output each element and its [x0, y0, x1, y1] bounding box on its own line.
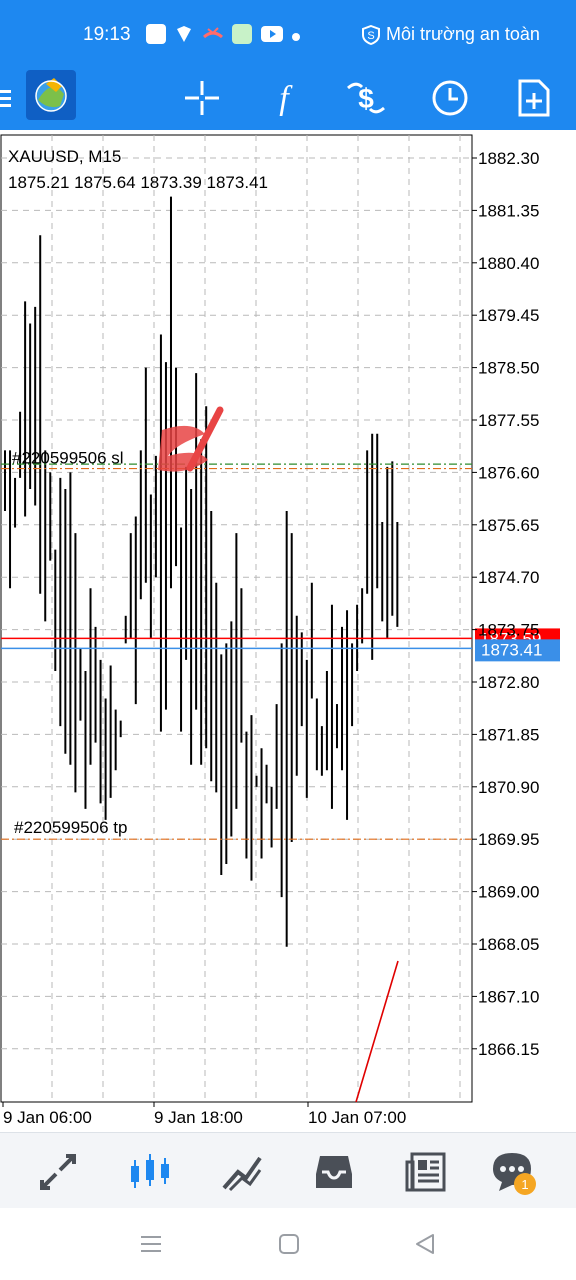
bottom-navigation: 1	[0, 1132, 576, 1209]
chart-icon	[131, 1154, 169, 1188]
y-tick-label: 1868.05	[478, 935, 539, 954]
x-tick-label: 9 Jan 06:00	[3, 1108, 92, 1127]
app-icon	[232, 24, 252, 44]
chat-tab[interactable]: 1	[487, 1147, 537, 1197]
crosshair-icon	[185, 81, 219, 115]
chart-canvas[interactable]: #220599506 sl#220599506 tp1873.591873.41…	[0, 130, 576, 1132]
symbol-label: XAUUSD, M15	[8, 147, 121, 166]
quotes-tab[interactable]	[33, 1147, 83, 1197]
y-tick-label: 1867.10	[478, 987, 539, 1006]
chart-toolbar: f $	[0, 64, 576, 130]
y-tick-label: 1880.40	[478, 254, 539, 273]
safe-environment: S Môi trường an toàn	[362, 24, 540, 45]
news-icon	[405, 1152, 446, 1192]
app-logo	[26, 70, 76, 120]
clock-icon	[432, 80, 468, 116]
dot-icon	[292, 33, 300, 41]
take-profit-label: #220599506 tp	[14, 818, 127, 837]
trade-dollar-icon: $	[347, 82, 385, 114]
y-tick-label: 1882.30	[478, 149, 539, 168]
trade-tab[interactable]	[217, 1147, 267, 1197]
shield-s-icon: S	[362, 24, 380, 45]
y-tick-label: 1874.70	[478, 568, 539, 587]
indicator-f-icon: f	[279, 80, 293, 117]
price-chart[interactable]: #220599506 sl #220599506 tp 1873.59 1873.41…	[0, 130, 576, 1132]
quotes-icon	[40, 1154, 76, 1190]
menu-button[interactable]	[0, 76, 18, 120]
y-tick-label: 1869.00	[478, 883, 539, 902]
trade-button[interactable]: $	[344, 76, 388, 120]
chart-tab[interactable]	[125, 1147, 175, 1197]
status-bar: 19:13 S Môi trường an toàn	[0, 0, 576, 64]
y-tick-label: 1873.75	[478, 621, 539, 640]
youtube-icon	[261, 26, 283, 42]
system-navigation	[0, 1208, 576, 1280]
status-icons	[146, 24, 300, 44]
new-order-button[interactable]	[512, 76, 556, 120]
y-tick-label: 1871.85	[478, 725, 539, 744]
bid-price-box	[475, 639, 560, 662]
home-icon[interactable]	[277, 1232, 301, 1256]
y-tick-label: 1872.80	[478, 673, 539, 692]
svg-text:$: $	[358, 83, 374, 114]
y-tick-label: 1877.55	[478, 411, 539, 430]
period-button[interactable]	[428, 76, 472, 120]
svg-text:S: S	[367, 30, 374, 42]
trade-icon	[222, 1156, 262, 1192]
back-icon[interactable]	[413, 1232, 437, 1256]
y-tick-label: 1879.45	[478, 306, 539, 325]
history-icon	[316, 1156, 352, 1188]
drawing-annotation	[158, 406, 224, 472]
ohlc-label: 1875.21 1875.64 1873.39 1873.41	[8, 173, 268, 192]
app-logo-button[interactable]	[26, 70, 76, 120]
y-tick-label: 1876.60	[478, 463, 539, 482]
history-tab[interactable]	[309, 1147, 359, 1197]
recent-apps-icon[interactable]	[139, 1232, 163, 1256]
add-document-icon	[518, 79, 550, 117]
y-tick-label: 1875.65	[478, 516, 539, 535]
news-tab[interactable]	[401, 1147, 451, 1197]
y-tick-label: 1870.90	[478, 778, 539, 797]
safe-label: Môi trường an toàn	[386, 24, 540, 44]
x-tick-label: 10 Jan 07:00	[308, 1108, 406, 1127]
y-tick-label: 1881.35	[478, 201, 539, 220]
menu-icon	[0, 90, 11, 107]
baomoi-icon	[146, 24, 166, 44]
indicators-button[interactable]: f	[262, 76, 306, 120]
y-tick-label: 1869.95	[478, 830, 539, 849]
y-tick-label: 1878.50	[478, 359, 539, 378]
missed-call-icon	[203, 27, 223, 39]
stop-loss-label: #220599506 sl	[12, 449, 124, 468]
svg-text:f: f	[279, 80, 293, 117]
x-tick-label: 9 Jan 18:00	[154, 1108, 243, 1127]
status-time: 19:13	[83, 24, 131, 45]
chat-badge: 1	[514, 1173, 536, 1195]
trend-line[interactable]	[355, 960, 399, 1103]
bid-price-label: 1873.41	[481, 640, 542, 659]
y-tick-label: 1866.15	[478, 1040, 539, 1059]
shield-check-icon	[177, 26, 191, 42]
crosshair-button[interactable]	[180, 76, 224, 120]
